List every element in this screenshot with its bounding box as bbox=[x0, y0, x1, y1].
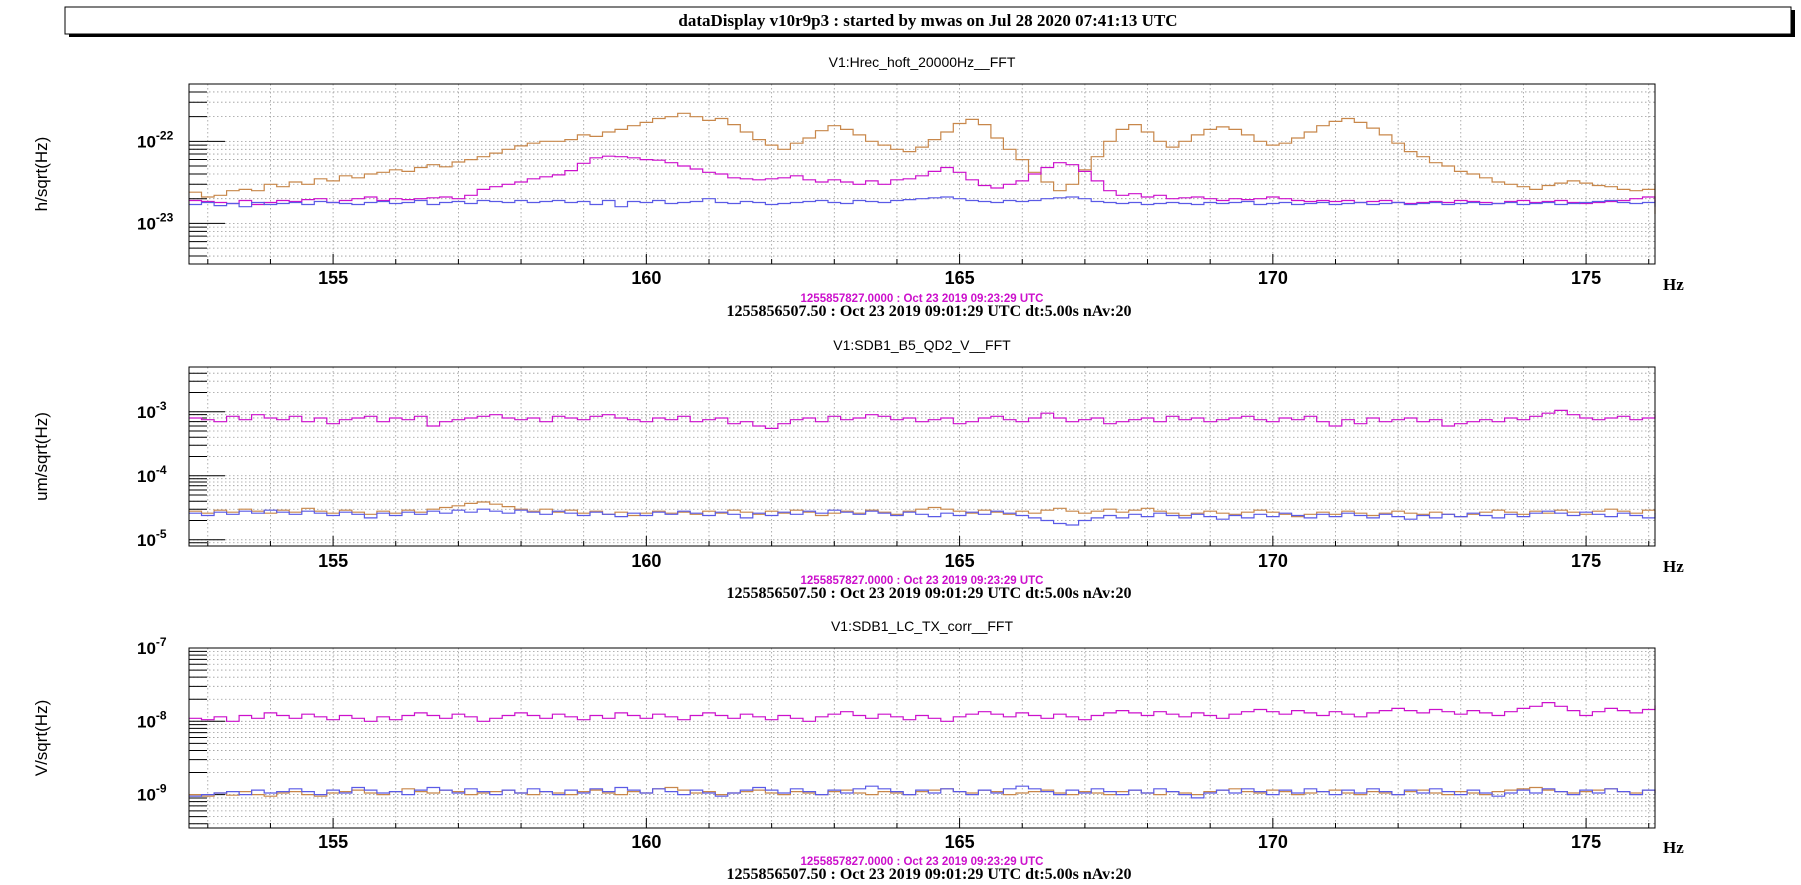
x-tick-label: 165 bbox=[945, 268, 975, 288]
grid bbox=[189, 647, 1655, 828]
series-line-magenta bbox=[189, 155, 1656, 206]
x-tick-label: 155 bbox=[318, 551, 348, 571]
plot-frame bbox=[188, 647, 1656, 829]
chart-panel: V1:Hrec_hoft_20000Hz__FFT 10-22 10-23 155 16… bbox=[32, 54, 1684, 320]
series-line-orange bbox=[189, 112, 1656, 214]
x-axis-label: Hz bbox=[1663, 275, 1684, 294]
time-caption: 1255856507.50 : Oct 23 2019 09:01:29 UTC… bbox=[726, 303, 1131, 320]
series-line-blue bbox=[189, 785, 1656, 799]
x-tick-label: 175 bbox=[1571, 832, 1601, 852]
chart-title: V1:Hrec_hoft_20000Hz__FFT bbox=[829, 54, 1016, 70]
series-line-blue bbox=[189, 508, 1656, 526]
y-tick-label: 10-8 bbox=[137, 708, 167, 731]
x-tick-label: 165 bbox=[945, 832, 975, 852]
series-line-blue bbox=[189, 196, 1656, 208]
grid bbox=[189, 83, 1655, 264]
series-line-orange bbox=[189, 501, 1656, 518]
chart-title: V1:SDB1_B5_QD2_V__FFT bbox=[833, 337, 1011, 353]
plot-frame bbox=[188, 366, 1656, 547]
series-line-magenta bbox=[189, 409, 1656, 429]
x-tick-label: 170 bbox=[1258, 268, 1288, 288]
x-tick-label: 170 bbox=[1258, 832, 1288, 852]
reference-caption: 1255857827.0000 : Oct 23 2019 09:23:29 U… bbox=[801, 293, 1044, 305]
y-tick-label: 10-23 bbox=[137, 210, 174, 233]
time-caption: 1255856507.50 : Oct 23 2019 09:01:29 UTC… bbox=[726, 585, 1131, 602]
header-box bbox=[64, 6, 1792, 35]
x-tick-label: 175 bbox=[1571, 551, 1601, 571]
y-axis-label: V/sqrt(Hz) bbox=[32, 700, 51, 777]
chart-panel: V1:SDB1_LC_TX_corr__FFT 10-7 10-8 10-9 155 16… bbox=[32, 618, 1684, 883]
y-tick-label: 10-4 bbox=[137, 463, 167, 486]
x-axis-label: Hz bbox=[1663, 557, 1684, 576]
y-tick-label: 10-7 bbox=[137, 635, 167, 658]
y-tick-label: 10-9 bbox=[137, 782, 167, 805]
x-tick-label: 160 bbox=[631, 832, 661, 852]
chart-title: V1:SDB1_LC_TX_corr__FFT bbox=[831, 618, 1014, 634]
chart-panel: V1:SDB1_B5_QD2_V__FFT 10-3 10-4 10-5 155 160 1… bbox=[32, 337, 1684, 602]
x-tick-label: 155 bbox=[318, 832, 348, 852]
x-tick-label: 160 bbox=[631, 268, 661, 288]
x-tick-label: 175 bbox=[1571, 268, 1601, 288]
x-tick-label: 155 bbox=[318, 268, 348, 288]
x-tick-label: 170 bbox=[1258, 551, 1288, 571]
y-axis-label: um/sqrt(Hz) bbox=[32, 412, 51, 501]
header: dataDisplay v10r9p3 : started by mwas on… bbox=[64, 6, 1795, 37]
x-tick-label: 160 bbox=[631, 551, 661, 571]
time-caption: 1255856507.50 : Oct 23 2019 09:01:29 UTC… bbox=[726, 866, 1131, 883]
header-title: dataDisplay v10r9p3 : started by mwas on… bbox=[678, 11, 1177, 30]
y-tick-label: 10-5 bbox=[137, 527, 167, 550]
grid bbox=[189, 366, 1655, 547]
y-tick-label: 10-3 bbox=[137, 399, 167, 422]
reference-caption: 1255857827.0000 : Oct 23 2019 09:23:29 U… bbox=[801, 856, 1044, 868]
x-tick-label: 165 bbox=[945, 551, 975, 571]
y-axis-label: h/sqrt(Hz) bbox=[32, 137, 51, 212]
x-axis-label: Hz bbox=[1663, 838, 1684, 857]
reference-caption: 1255857827.0000 : Oct 23 2019 09:23:29 U… bbox=[801, 575, 1044, 587]
y-tick-label: 10-22 bbox=[137, 128, 174, 151]
series-line-magenta bbox=[189, 702, 1656, 722]
charts-area: V1:Hrec_hoft_20000Hz__FFT 10-22 10-23 155 16… bbox=[32, 54, 1684, 883]
plot-frame bbox=[188, 83, 1656, 265]
